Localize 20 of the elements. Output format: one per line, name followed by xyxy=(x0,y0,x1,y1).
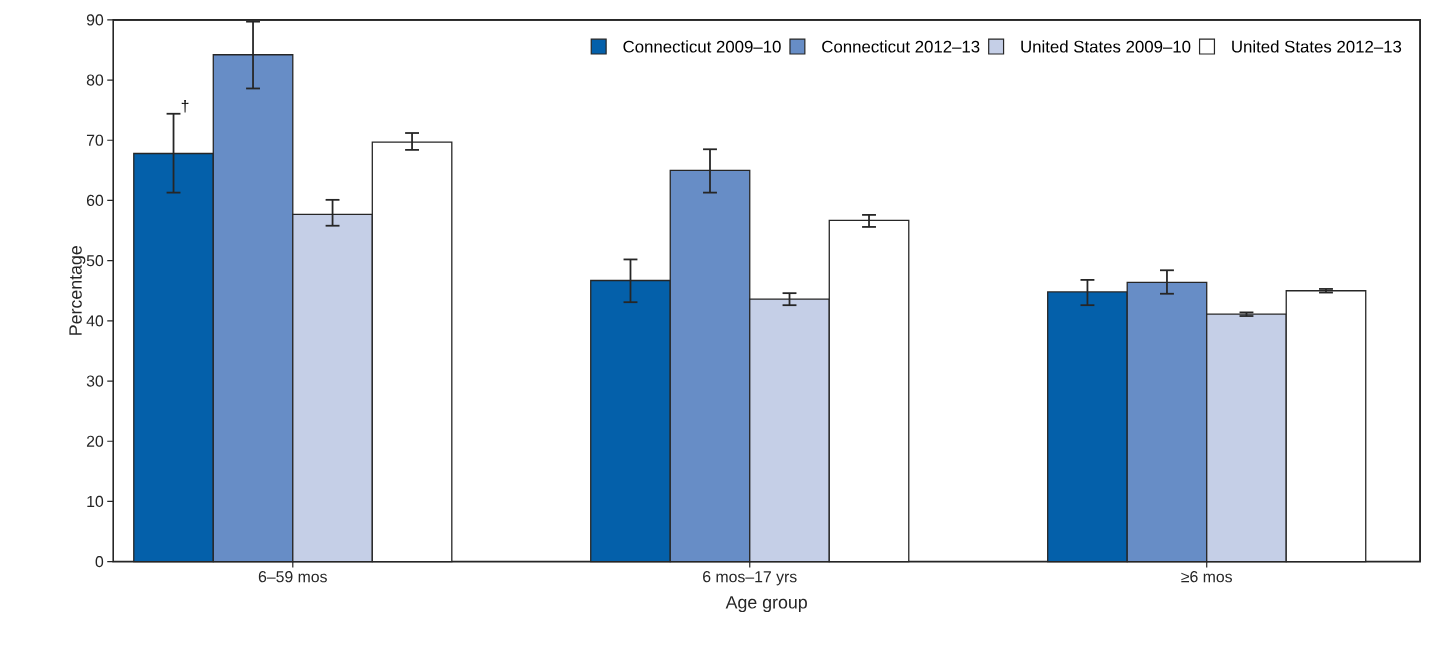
x-tick-label: ≥6 mos xyxy=(1181,571,1233,583)
x-tick-label: 6–59 mos xyxy=(258,571,327,583)
legend-label: United States 2009–10 xyxy=(1021,40,1191,53)
y-tick-label: 30 xyxy=(86,375,104,387)
annotation: † xyxy=(181,100,189,113)
y-tick-label: 40 xyxy=(86,315,104,327)
y-tick-label: 80 xyxy=(86,74,104,86)
y-tick-label: 0 xyxy=(95,556,104,568)
y-tick-label: 20 xyxy=(86,435,104,447)
y-tick-label: 90 xyxy=(86,14,104,26)
x-tick-label: 6 mos–17 yrs xyxy=(703,571,797,586)
x-axis-title: Age group xyxy=(725,596,807,613)
legend-label: United States 2012–13 xyxy=(1232,40,1402,53)
y-axis-title: Percentage xyxy=(69,246,86,335)
y-tick-label: 50 xyxy=(86,255,104,267)
y-tick-label: 60 xyxy=(86,194,104,207)
y-tick-label: 10 xyxy=(87,495,104,508)
legend-label: Connecticut 2012–13 xyxy=(822,40,980,53)
legend-label: Connecticut 2009–10 xyxy=(623,40,781,53)
y-tick-label: 70 xyxy=(86,134,104,146)
